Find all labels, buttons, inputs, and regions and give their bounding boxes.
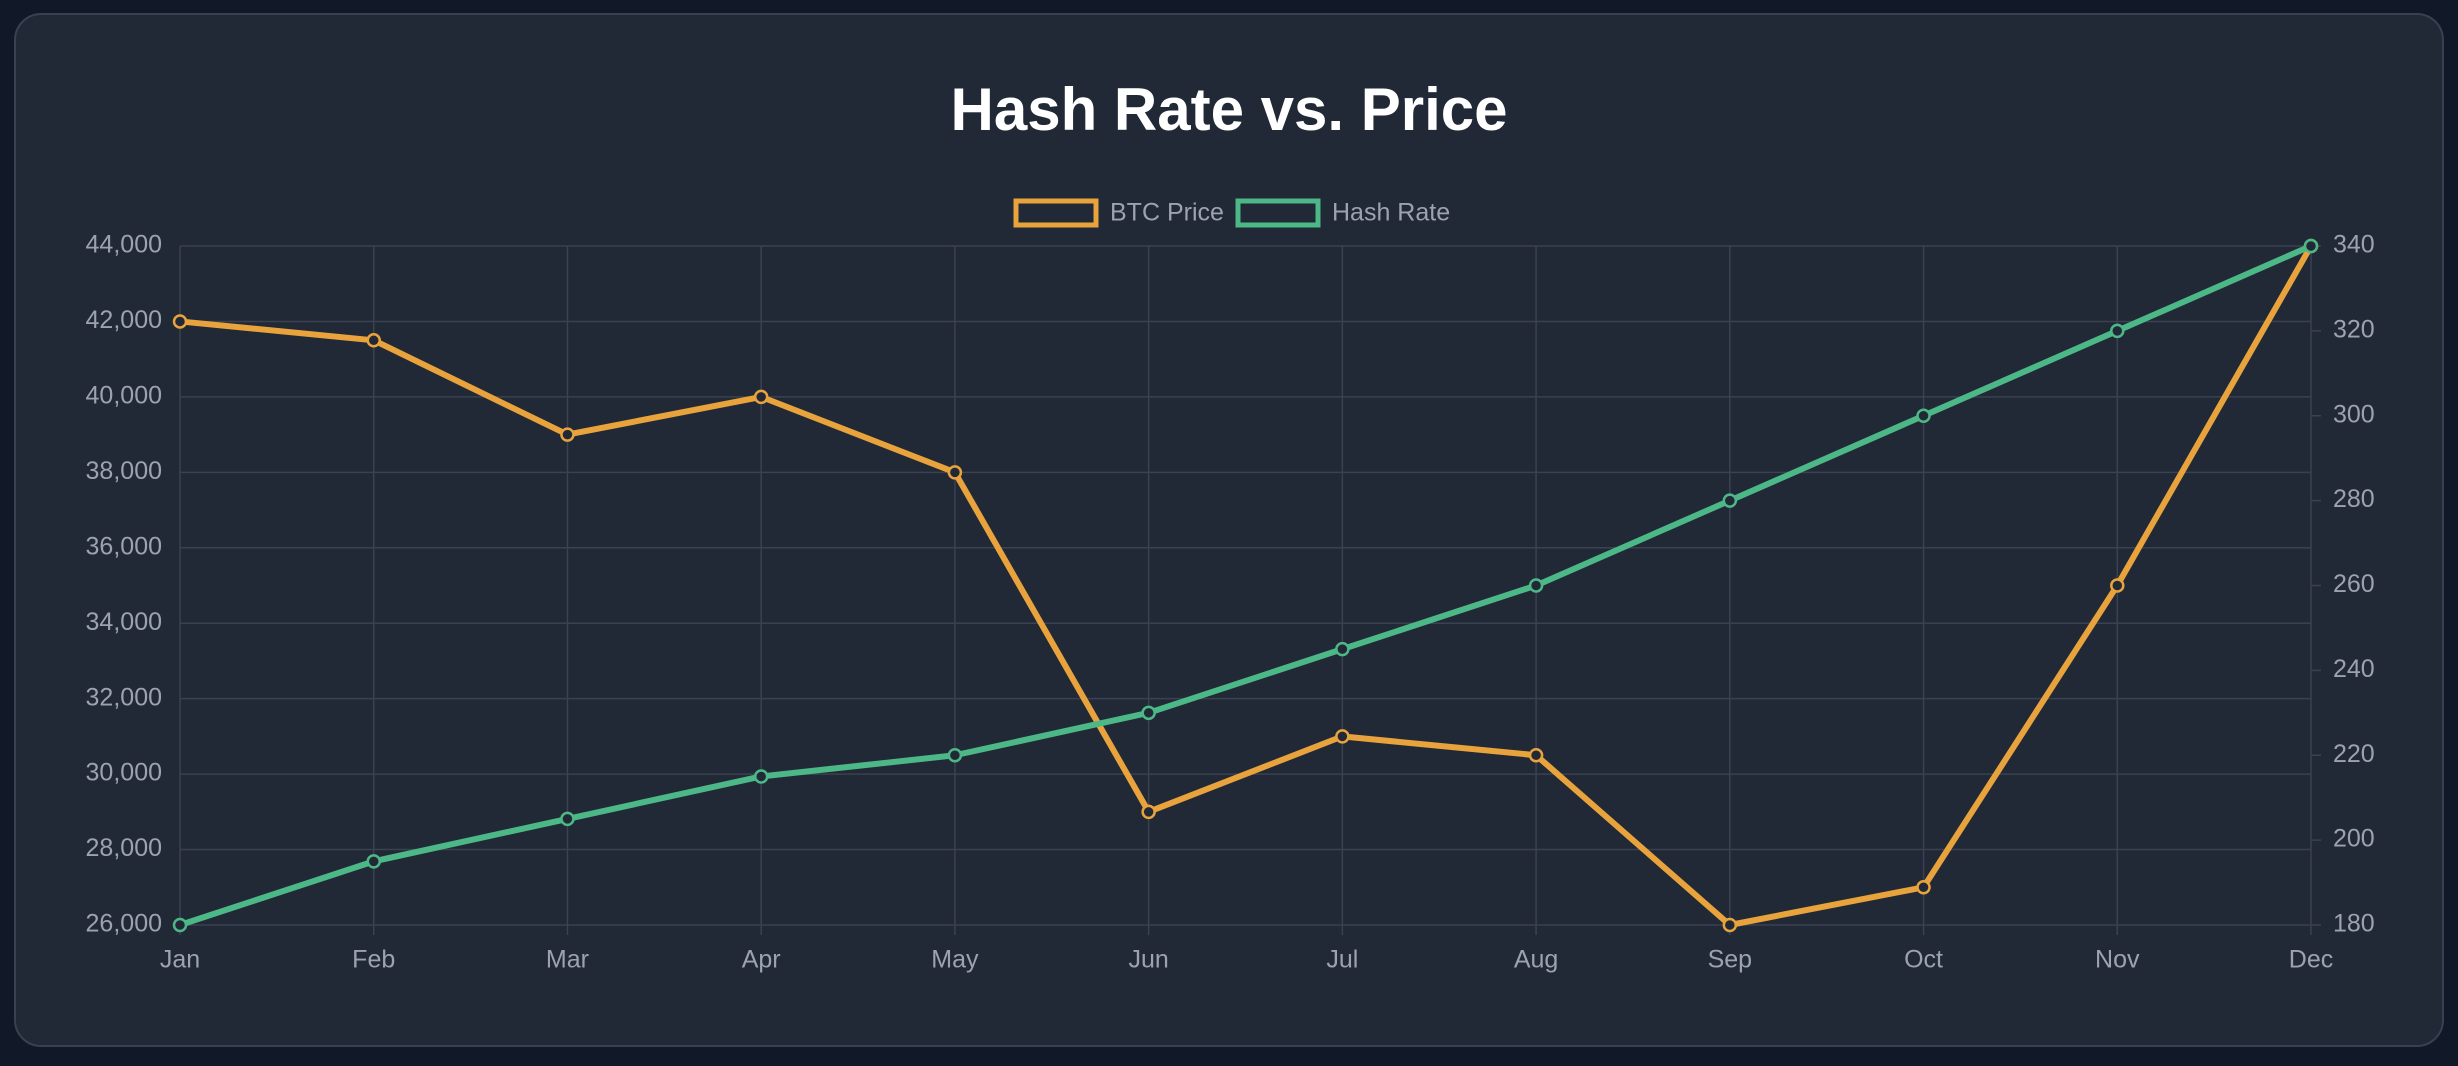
data-point xyxy=(947,748,963,763)
data-point xyxy=(753,389,769,405)
y2-tick-label: 180 xyxy=(2333,910,2375,938)
data-point xyxy=(1528,748,1544,763)
data-point xyxy=(1335,729,1350,744)
data-point xyxy=(1916,880,1931,895)
x-tick-label: Jan xyxy=(160,946,200,974)
data-point xyxy=(1722,493,1738,508)
y-tick-label: 38,000 xyxy=(86,457,162,485)
y2-tick-label: 260 xyxy=(2333,570,2375,598)
data-point xyxy=(560,427,575,442)
data-point xyxy=(2110,578,2125,593)
data-point xyxy=(1335,641,1350,657)
y2-tick-label: 280 xyxy=(2333,485,2375,513)
y2-tick-label: 320 xyxy=(2333,315,2375,343)
y2-tick-label: 240 xyxy=(2333,655,2375,683)
data-point xyxy=(2110,323,2125,339)
data-point xyxy=(1916,408,1931,423)
data-point xyxy=(753,769,769,784)
data-point xyxy=(1722,917,1738,933)
y2-tick-label: 300 xyxy=(2333,400,2375,428)
data-point xyxy=(560,811,575,827)
x-tick-label: Oct xyxy=(1904,946,1943,974)
x-tick-label: May xyxy=(931,946,979,974)
data-point xyxy=(172,917,188,933)
data-point xyxy=(172,314,188,329)
data-point xyxy=(1141,705,1156,721)
series-line xyxy=(179,243,2313,928)
chart-title: Hash Rate vs. Price xyxy=(951,76,1508,143)
legend-swatch xyxy=(1013,198,1099,228)
y-tick-label: 28,000 xyxy=(86,834,162,862)
y-tick-label: 32,000 xyxy=(86,683,162,711)
y2-tick-label: 200 xyxy=(2333,825,2375,853)
y-tick-label: 42,000 xyxy=(86,306,162,334)
x-tick-label: Feb xyxy=(352,946,395,974)
x-tick-label: Nov xyxy=(2095,946,2140,974)
y-tick-label: 34,000 xyxy=(86,608,162,636)
data-point xyxy=(366,854,381,869)
x-tick-label: Aug xyxy=(1514,946,1558,974)
data-point xyxy=(366,333,381,348)
data-point xyxy=(2303,238,2319,254)
y-tick-label: 30,000 xyxy=(86,759,162,787)
legend-label: BTC Price xyxy=(1110,199,1224,227)
y-tick-label: 36,000 xyxy=(86,532,162,560)
data-point xyxy=(1141,804,1156,820)
y-tick-label: 26,000 xyxy=(86,910,162,938)
x-tick-label: Apr xyxy=(742,946,781,974)
y2-tick-label: 220 xyxy=(2333,740,2375,768)
x-tick-label: Jul xyxy=(1326,946,1358,974)
x-tick-label: Mar xyxy=(546,946,589,974)
legend-label: Hash Rate xyxy=(1332,199,1450,227)
x-tick-label: Sep xyxy=(1708,946,1752,974)
data-point xyxy=(947,465,963,480)
legend-swatch xyxy=(1235,198,1321,228)
card xyxy=(14,13,2444,1047)
y-tick-label: 44,000 xyxy=(86,231,162,259)
x-tick-label: Dec xyxy=(2289,946,2333,974)
x-tick-label: Jun xyxy=(1128,946,1168,974)
y2-tick-label: 340 xyxy=(2333,231,2375,259)
y-tick-label: 40,000 xyxy=(86,381,162,409)
series-line xyxy=(179,244,2314,928)
data-point xyxy=(1528,578,1544,593)
